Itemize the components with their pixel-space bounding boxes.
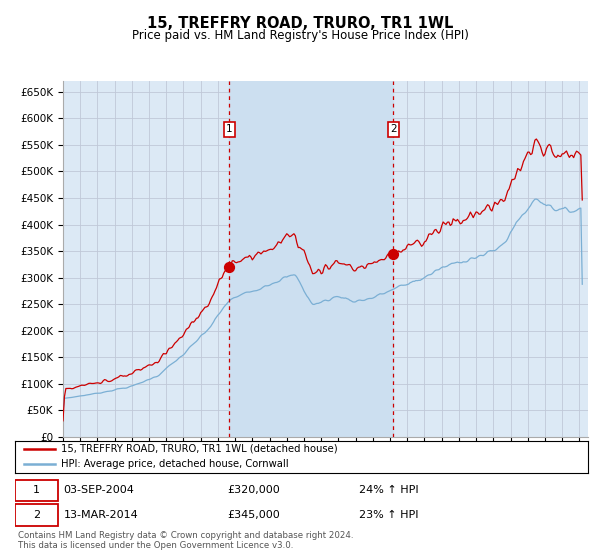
FancyBboxPatch shape — [15, 479, 58, 501]
Text: £345,000: £345,000 — [227, 510, 280, 520]
Text: Contains HM Land Registry data © Crown copyright and database right 2024.
This d: Contains HM Land Registry data © Crown c… — [18, 531, 353, 550]
Point — [224, 263, 234, 272]
Text: 24% ↑ HPI: 24% ↑ HPI — [359, 485, 418, 495]
Text: 23% ↑ HPI: 23% ↑ HPI — [359, 510, 418, 520]
Text: 1: 1 — [226, 124, 233, 134]
FancyBboxPatch shape — [15, 505, 58, 525]
Text: 15, TREFFRY ROAD, TRURO, TR1 1WL (detached house): 15, TREFFRY ROAD, TRURO, TR1 1WL (detach… — [61, 444, 337, 454]
Text: 15, TREFFRY ROAD, TRURO, TR1 1WL: 15, TREFFRY ROAD, TRURO, TR1 1WL — [147, 16, 453, 31]
Text: Price paid vs. HM Land Registry's House Price Index (HPI): Price paid vs. HM Land Registry's House … — [131, 29, 469, 42]
Text: HPI: Average price, detached house, Cornwall: HPI: Average price, detached house, Corn… — [61, 459, 289, 469]
Text: 13-MAR-2014: 13-MAR-2014 — [64, 510, 139, 520]
Text: £320,000: £320,000 — [227, 485, 280, 495]
Text: 1: 1 — [33, 485, 40, 495]
Point — [388, 249, 398, 258]
Text: 2: 2 — [32, 510, 40, 520]
Bar — [229, 81, 394, 437]
Text: 2: 2 — [390, 124, 397, 134]
Text: 03-SEP-2004: 03-SEP-2004 — [64, 485, 134, 495]
